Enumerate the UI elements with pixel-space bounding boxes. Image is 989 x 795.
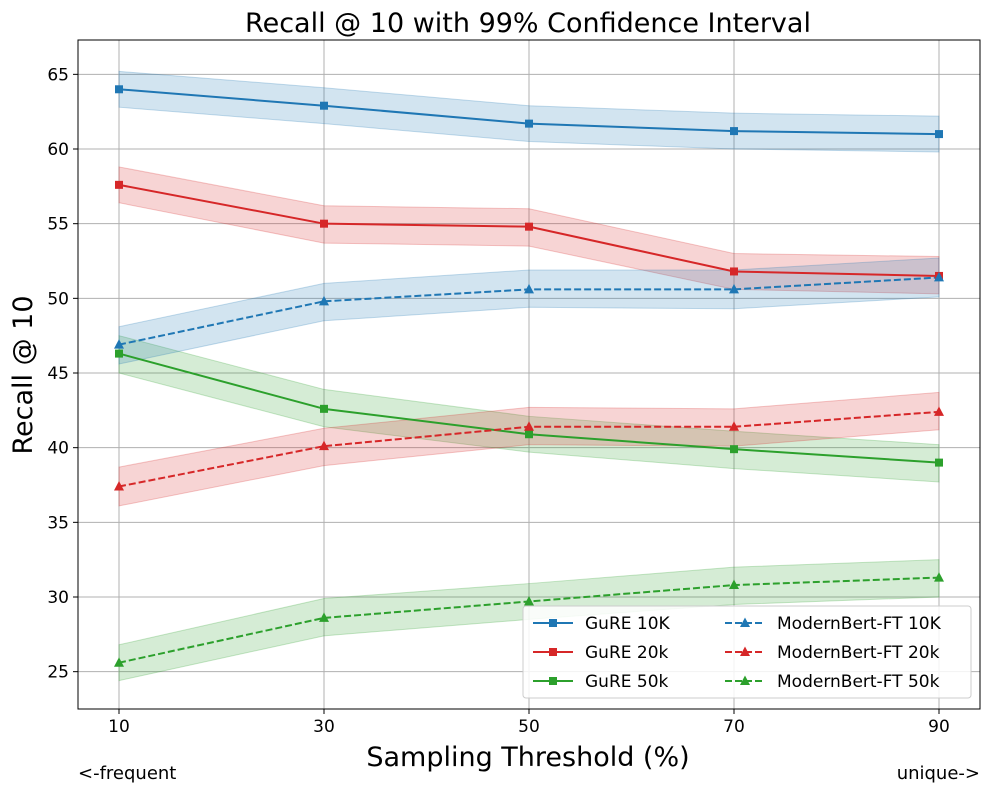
data-point-4-0 — [114, 480, 124, 491]
data-point-3-1 — [319, 295, 329, 306]
y-tick-label: 60 — [47, 140, 69, 160]
y-tick-label: 45 — [47, 364, 69, 384]
legend-swatch-marker-0 — [549, 619, 557, 627]
legend: GuRE 10K GuRE 20k GuRE 50k ModernBert-FT 10… — [522, 605, 972, 699]
data-point-1-0 — [115, 180, 123, 189]
data-point-2-2 — [525, 430, 533, 439]
data-point-0-1 — [320, 101, 328, 110]
data-point-3-0 — [114, 339, 124, 349]
legend-swatch-marker-5 — [740, 675, 750, 685]
legend-swatch-marker-3 — [740, 617, 750, 627]
footnote-unique: unique-> — [896, 763, 980, 784]
y-tick-label: 25 — [47, 663, 69, 683]
data-point-5-2 — [524, 595, 534, 606]
y-tick-label: 50 — [47, 289, 69, 309]
y-axis-ticks: 25 30 35 40 45 50 55 60 65 — [47, 65, 78, 683]
ci-band-4 — [118, 391, 940, 507]
y-tick-label: 35 — [47, 513, 69, 533]
y-tick-label: 55 — [47, 215, 69, 235]
x-tick-label: 30 — [313, 717, 335, 737]
data-point-1-1 — [320, 219, 328, 228]
legend-label-0: GuRE 10K — [585, 614, 671, 634]
data-point-5-4 — [934, 572, 944, 582]
footnote-frequent: <-frequent — [78, 763, 177, 784]
legend-swatch-marker-4 — [740, 646, 750, 656]
data-point-4-3 — [729, 421, 739, 431]
y-tick-label: 40 — [47, 439, 69, 459]
x-tick-label: 70 — [723, 717, 745, 737]
legend-label-5: ModernBert-FT 50k — [777, 672, 940, 692]
y-tick-label: 65 — [47, 65, 69, 85]
legend-label-1: GuRE 20k — [585, 643, 669, 663]
x-tick-label: 90 — [928, 717, 950, 737]
x-tick-label: 10 — [108, 717, 130, 737]
x-tick-label: 50 — [518, 717, 540, 737]
data-point-3-3 — [729, 283, 739, 294]
data-point-2-1 — [320, 404, 328, 413]
data-point-5-1 — [319, 612, 329, 622]
data-point-0-0 — [115, 85, 123, 94]
y-axis-label: Recall @ 10 — [8, 295, 39, 454]
series-markers — [114, 85, 944, 667]
data-point-0-4 — [935, 130, 943, 139]
x-axis-label: Sampling Threshold (%) — [366, 742, 689, 773]
legend-label-4: ModernBert-FT 20k — [777, 643, 940, 663]
data-point-4-4 — [934, 406, 944, 416]
data-point-0-3 — [730, 127, 738, 136]
chart-title: Recall @ 10 with 99% Confidence Interval — [245, 8, 811, 39]
legend-swatch-marker-2 — [549, 677, 557, 685]
data-point-4-2 — [524, 421, 534, 431]
data-point-2-3 — [730, 445, 738, 454]
data-point-1-2 — [525, 222, 533, 231]
data-point-5-0 — [114, 657, 124, 667]
data-point-0-2 — [525, 119, 533, 128]
legend-swatch-marker-1 — [549, 648, 557, 656]
data-point-1-3 — [730, 267, 738, 276]
legend-label-3: ModernBert-FT 10K — [777, 614, 942, 634]
data-point-3-4 — [934, 271, 944, 282]
x-axis-ticks: 10 30 50 70 90 — [108, 709, 950, 737]
data-point-2-4 — [935, 458, 943, 467]
data-point-2-0 — [115, 349, 123, 358]
y-tick-label: 30 — [47, 588, 69, 608]
data-point-4-1 — [319, 440, 329, 451]
legend-label-2: GuRE 50k — [585, 672, 669, 692]
data-point-5-3 — [729, 579, 739, 590]
ci-band-5 — [118, 559, 940, 682]
data-point-3-2 — [524, 283, 534, 294]
